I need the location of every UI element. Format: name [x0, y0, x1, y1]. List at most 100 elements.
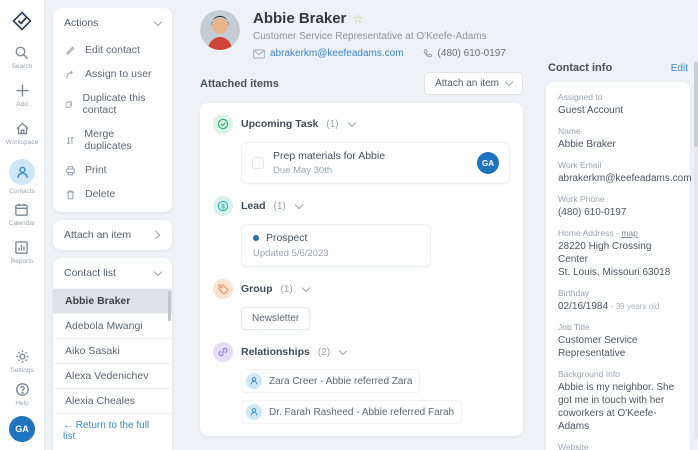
contact-email-link[interactable]: abrakerkm@keefeadams.com [270, 48, 404, 59]
merge-arrows-icon [66, 136, 74, 144]
contact-list-item[interactable]: Alexa Vedenichev [53, 363, 172, 388]
field-value: (480) 610-0197 [558, 207, 627, 218]
sidebar-item-contacts[interactable]: Contacts [9, 159, 35, 195]
upcoming-task-section-header[interactable]: Upcoming Task (1) [213, 114, 510, 134]
action-merge-duplicates[interactable]: Merge duplicates [53, 122, 172, 158]
detail-panel: Contact info Edit Assigned to Guest Acco… [535, 0, 698, 450]
contact-list: Abbie Braker Adebola Mwangi Aiko Sasaki … [53, 288, 172, 414]
section-count: (1) [273, 200, 286, 212]
field-label: Job Title [558, 322, 590, 332]
field-label: Website [558, 442, 589, 450]
contact-list-scrollbar[interactable] [168, 291, 171, 321]
attach-item-panel: Attach an item [53, 220, 172, 250]
field-assigned-to: Assigned to Guest Account [558, 92, 678, 117]
action-assign-to-user[interactable]: Assign to user [53, 62, 172, 86]
sidebar-item-reports[interactable]: Reports [11, 240, 33, 265]
task-body[interactable]: Prep materials for Abbie Due May 30th [273, 150, 477, 176]
attached-items-card: Upcoming Task (1) Prep materials for Abb… [200, 103, 523, 436]
field-label: Work Email [558, 160, 602, 170]
contact-list-item[interactable]: Adebola Mwangi [53, 313, 172, 338]
attach-item-panel-header[interactable]: Attach an item [53, 220, 172, 250]
pencil-icon [66, 46, 75, 55]
favorite-star-icon[interactable]: ☆ [352, 11, 364, 26]
lead-section-header[interactable]: $ Lead (1) [213, 196, 510, 216]
sidebar-item-help[interactable]: Help [15, 382, 30, 407]
relationship-item[interactable]: Dr. Farah Rasheed - Abbie referred Farah [241, 400, 463, 424]
action-edit-contact[interactable]: Edit contact [53, 38, 172, 62]
search-icon [16, 46, 29, 59]
chevron-down-icon [338, 346, 348, 355]
group-tag-icon [213, 279, 233, 299]
sidebar-item-search[interactable]: Search [11, 45, 33, 70]
map-link[interactable]: map [621, 228, 638, 238]
bar-chart-icon [15, 241, 29, 254]
task-item: Prep materials for Abbie Due May 30th GA [241, 142, 510, 184]
phone-icon [423, 48, 432, 58]
return-to-full-list-link[interactable]: ← Return to the full list [53, 414, 172, 450]
group-chip[interactable]: Newsletter [241, 307, 311, 330]
task-title: Prep materials for Abbie [273, 150, 386, 162]
lead-item[interactable]: Prospect Updated 5/6/2023 [241, 224, 431, 267]
lead-status-dot [253, 235, 259, 241]
attach-button-label: Attach an item [435, 78, 499, 89]
contact-list-item[interactable]: Aiko Sasaki [53, 338, 172, 363]
chevron-down-icon [504, 77, 514, 87]
contact-list-item-selected[interactable]: Abbie Braker [53, 288, 172, 313]
action-print[interactable]: Print [53, 158, 172, 182]
chevron-right-icon [151, 230, 161, 240]
field-label: Background Info [558, 369, 620, 379]
contact-info-edit-link[interactable]: Edit [670, 63, 688, 74]
attach-item-panel-label: Attach an item [64, 229, 132, 241]
field-birthday: Birthday 02/16/1984 - 39 years old [558, 288, 678, 313]
sidebar-item-label: Settings [10, 367, 34, 374]
app-logo-icon[interactable] [11, 10, 33, 32]
sidebar-item-label: Workspace [5, 139, 39, 146]
contact-list-item[interactable]: Alice Cornock [53, 413, 172, 414]
person-avatar-icon [246, 373, 262, 389]
section-count: (2) [317, 346, 331, 358]
field-value: 02/16/1984 [558, 301, 609, 312]
trash-icon [67, 190, 74, 199]
sidebar-item-calendar[interactable]: Calendar [9, 202, 35, 227]
section-label: Relationships [241, 346, 310, 358]
section-label: Lead [241, 200, 266, 212]
field-value: Customer Service Representative [558, 335, 638, 359]
sidebar-item-workspace[interactable]: Workspace [6, 121, 38, 146]
action-label: Merge duplicates [84, 128, 132, 152]
contact-list-header[interactable]: Contact list [53, 258, 172, 288]
sidebar-item-settings[interactable]: Settings [10, 349, 34, 374]
actions-panel-header[interactable]: Actions [53, 8, 172, 38]
task-checkbox[interactable] [252, 157, 264, 169]
profile-text: Abbie Braker ☆ Customer Service Represen… [253, 10, 506, 59]
user-avatar[interactable]: GA [9, 416, 35, 442]
task-due-date: Due May 30th [273, 165, 333, 176]
envelope-icon [253, 49, 265, 58]
sidebar-item-add[interactable]: Add [15, 83, 30, 108]
field-job-title: Job Title Customer Service Representativ… [558, 322, 678, 360]
sidebar-item-label: Calendar [8, 220, 36, 227]
attach-an-item-button[interactable]: Attach an item [424, 72, 523, 95]
section-count: (1) [280, 283, 293, 295]
main-content: Abbie Braker ☆ Customer Service Represen… [178, 0, 535, 450]
calendar-icon [15, 203, 29, 216]
contact-list-item[interactable]: Alexia Cheales [53, 388, 172, 413]
action-label: Delete [85, 188, 116, 200]
relationship-text: Dr. Farah Rasheed - Abbie referred Farah [269, 406, 455, 418]
field-label: Assigned to [558, 92, 603, 102]
relationship-item[interactable]: Zara Creer - Abbie referred Zara [241, 369, 421, 393]
profile-header: Abbie Braker ☆ Customer Service Represen… [200, 10, 523, 59]
action-label: Duplicate this contact [82, 92, 146, 116]
section-label: Upcoming Task [241, 118, 319, 130]
contact-phone[interactable]: (480) 610-0197 [437, 48, 506, 59]
relationships-section-header[interactable]: Relationships (2) [213, 342, 510, 362]
field-background-info: Background Info Abbie is my neighbor. Sh… [558, 369, 678, 433]
contact-photo-avatar[interactable] [200, 10, 240, 50]
action-duplicate-contact[interactable]: Duplicate this contact [53, 86, 172, 122]
task-circle-check-icon [213, 114, 233, 134]
group-chips: Newsletter [241, 299, 510, 330]
page-scrollbar-thumb[interactable] [694, 62, 698, 147]
sidebar-item-label: Search [11, 63, 33, 70]
group-section-header[interactable]: Group (1) [213, 279, 510, 299]
action-delete[interactable]: Delete [53, 182, 172, 206]
plus-icon [16, 84, 28, 97]
